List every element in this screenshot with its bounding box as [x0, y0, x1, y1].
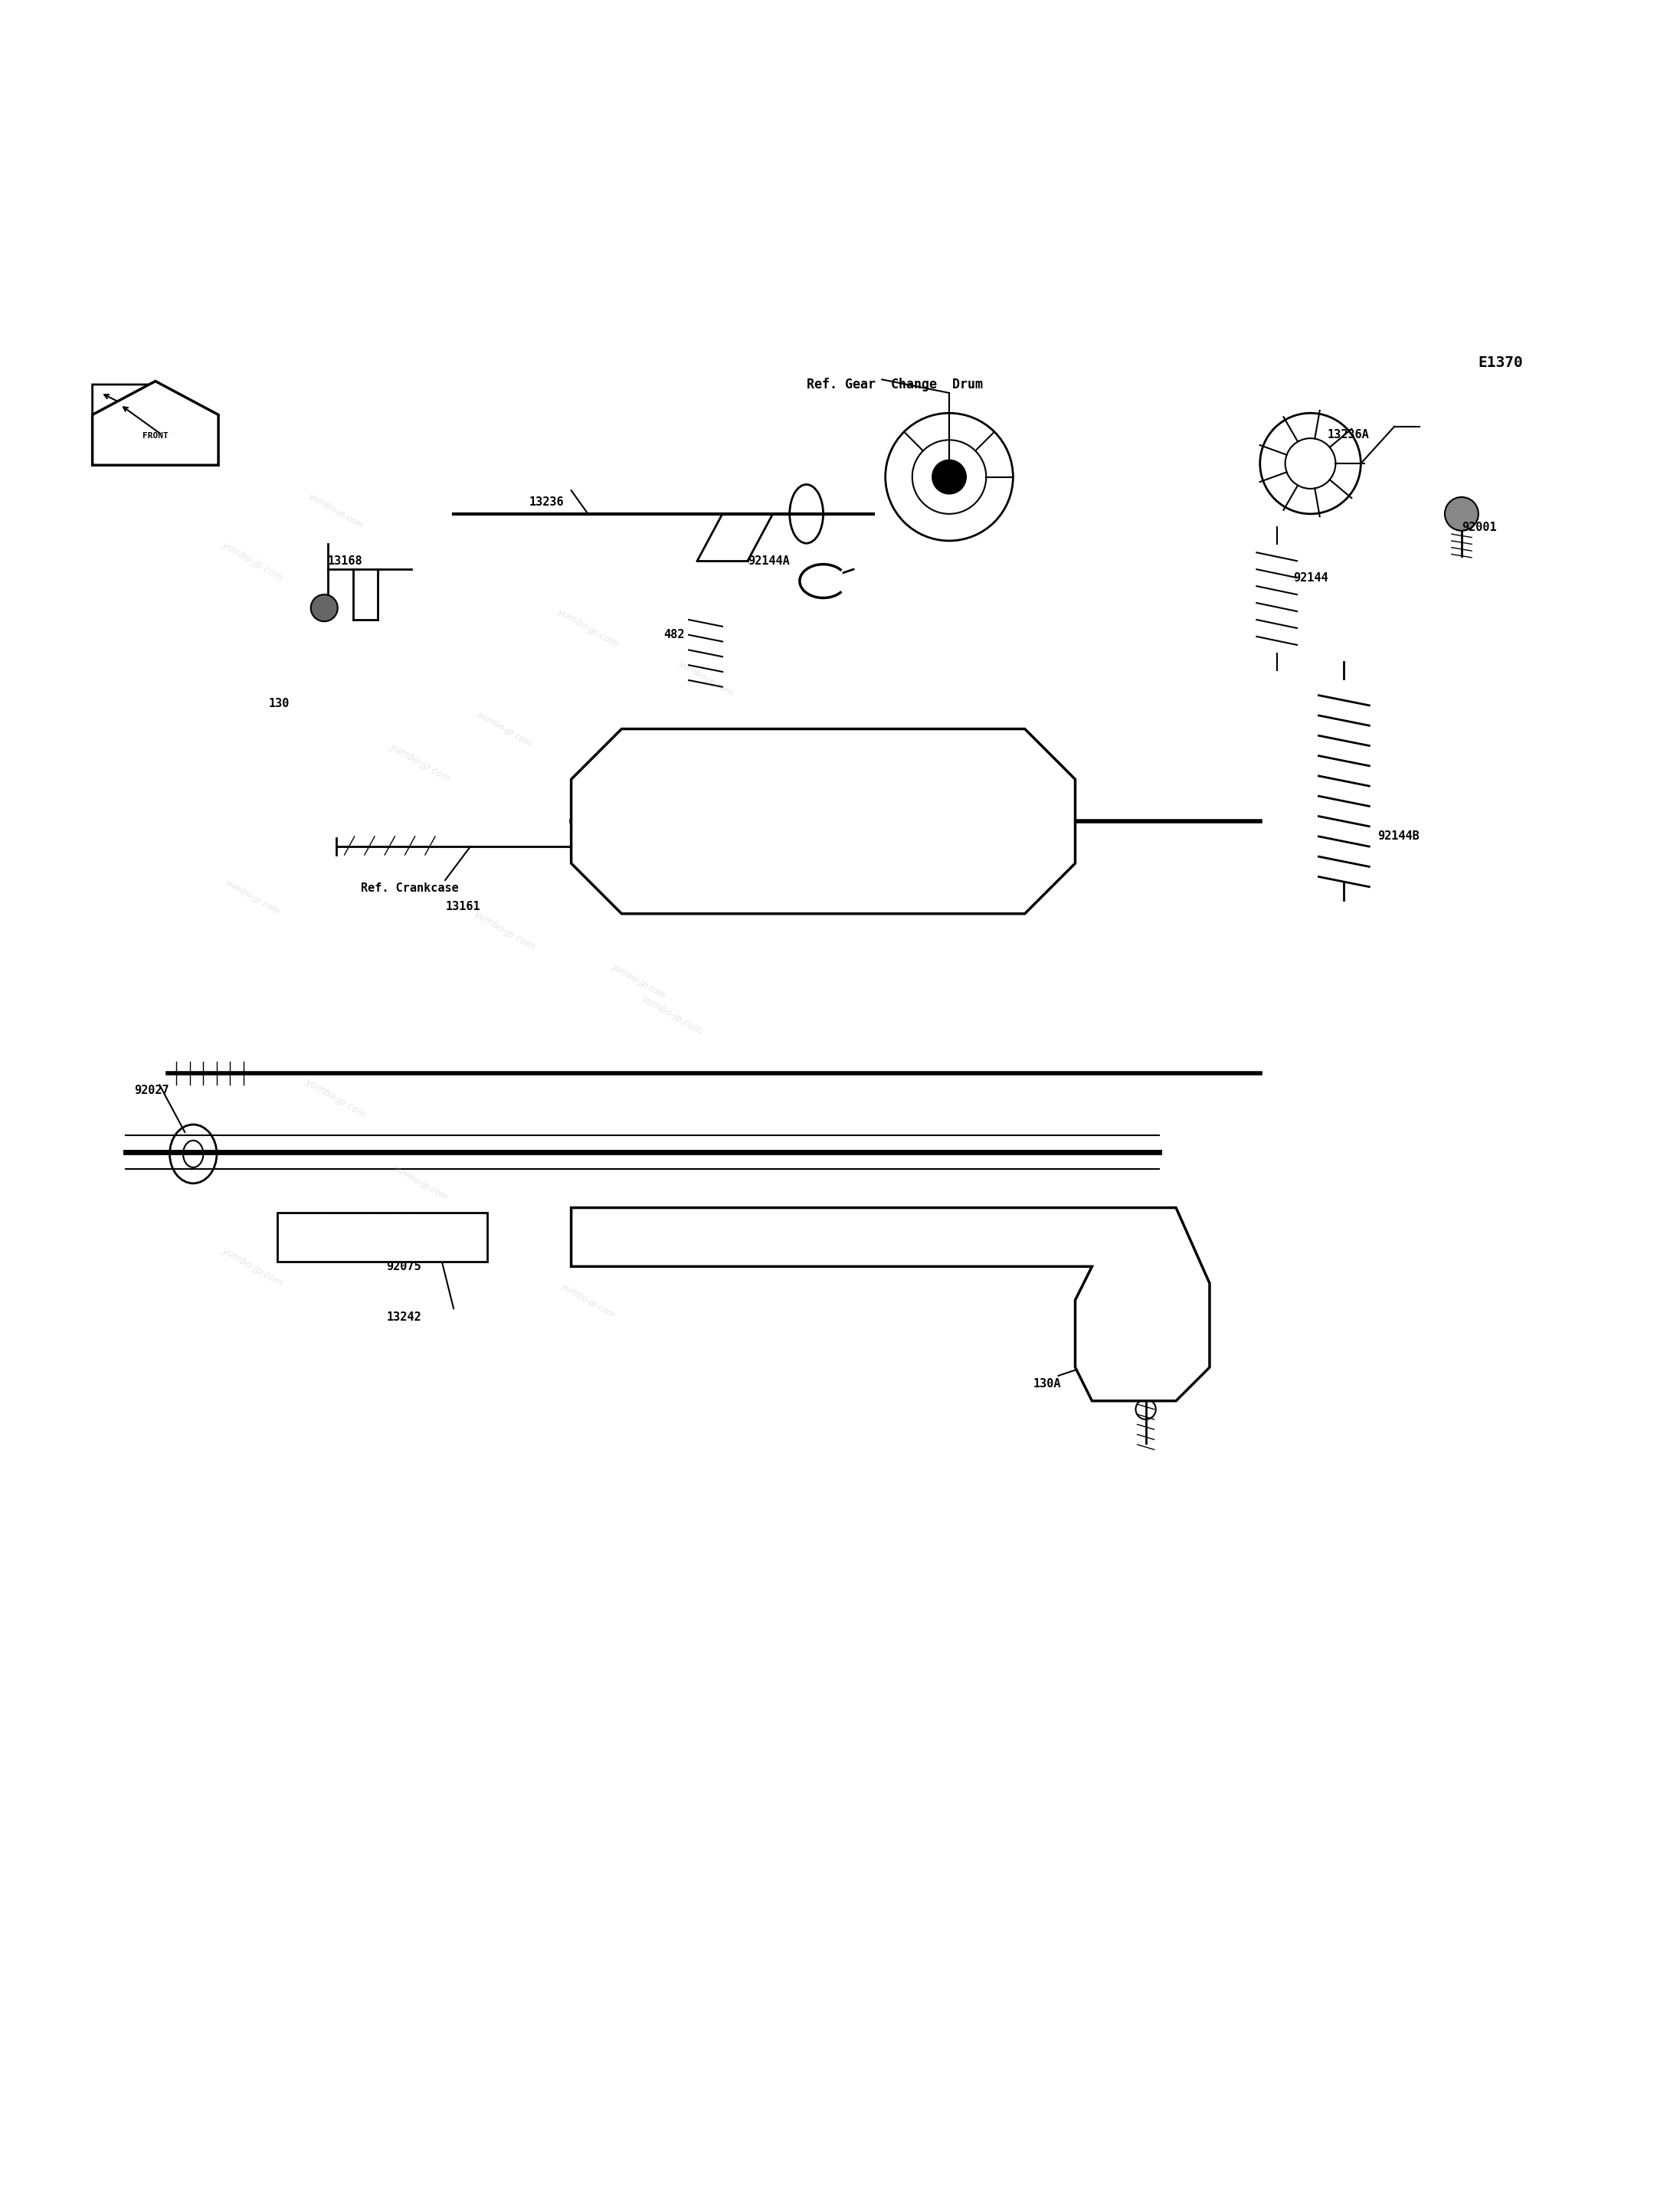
Text: yumbo-jp.com: yumbo-jp.com	[475, 710, 533, 747]
Text: 482: 482	[664, 628, 684, 642]
Text: 13161: 13161	[445, 901, 480, 912]
Text: E1370: E1370	[1478, 356, 1524, 369]
Circle shape	[1445, 497, 1478, 532]
Text: 92001: 92001	[1462, 521, 1497, 534]
Text: 13168: 13168	[328, 556, 363, 567]
Text: yumbo-jp.com: yumbo-jp.com	[220, 540, 284, 582]
Text: 130A: 130A	[1033, 1378, 1062, 1391]
Text: yumbo-jp.com: yumbo-jp.com	[677, 659, 734, 696]
Text: yumbo-jp.com: yumbo-jp.com	[220, 1246, 284, 1287]
Text: yumbo-jp.com: yumbo-jp.com	[559, 1281, 617, 1318]
Circle shape	[1132, 1329, 1159, 1356]
Text: 13236: 13236	[529, 497, 564, 508]
Polygon shape	[571, 1208, 1210, 1402]
Text: FRONT: FRONT	[143, 433, 168, 439]
Text: yumbo-jp.com: yumbo-jp.com	[304, 1077, 368, 1120]
Text: 13242: 13242	[386, 1312, 422, 1323]
Text: 92144B: 92144B	[1378, 830, 1420, 841]
Text: yumbo-jp.com: yumbo-jp.com	[556, 606, 620, 650]
Text: 92075: 92075	[386, 1261, 422, 1272]
Text: yumbo-jp.com: yumbo-jp.com	[391, 1164, 449, 1202]
Text: FRONT: FRONT	[131, 409, 155, 417]
Text: Ref. Gear  Change  Drum: Ref. Gear Change Drum	[806, 378, 983, 391]
Circle shape	[890, 804, 924, 837]
Text: yumbo-jp.com: yumbo-jp.com	[640, 993, 704, 1037]
Circle shape	[311, 595, 338, 622]
Circle shape	[722, 804, 756, 837]
Text: 92144: 92144	[1294, 571, 1329, 584]
Text: yumbo-jp.com: yumbo-jp.com	[610, 962, 667, 1000]
Text: 13236A: 13236A	[1327, 428, 1369, 442]
Text: yumbo-jp.com: yumbo-jp.com	[307, 492, 365, 529]
Text: 92144A: 92144A	[748, 556, 790, 567]
Polygon shape	[277, 1213, 487, 1261]
Text: yumbo-jp.com: yumbo-jp.com	[472, 910, 536, 951]
Polygon shape	[92, 380, 218, 466]
Text: Ref. Crankcase: Ref. Crankcase	[361, 883, 459, 894]
Polygon shape	[571, 729, 1075, 914]
Text: yumbo-jp.com: yumbo-jp.com	[388, 740, 452, 784]
Text: yumbo-jp.com: yumbo-jp.com	[223, 879, 281, 916]
Polygon shape	[92, 384, 190, 444]
Text: 130: 130	[269, 699, 289, 710]
Text: 92027: 92027	[134, 1085, 170, 1096]
Circle shape	[932, 459, 966, 494]
Text: 92081: 92081	[991, 894, 1026, 905]
